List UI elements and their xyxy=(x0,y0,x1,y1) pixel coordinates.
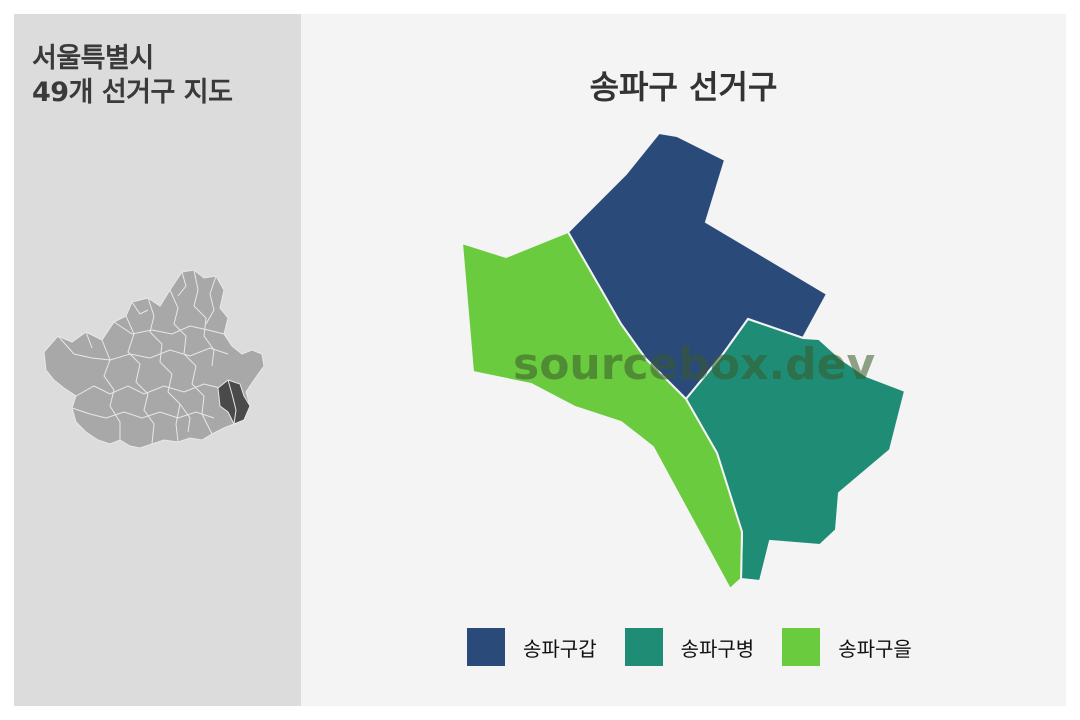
legend-swatch-eul xyxy=(782,628,821,666)
legend-swatch-gap xyxy=(467,628,505,666)
overview-panel: 서울특별시 49개 선거구 지도 xyxy=(14,14,301,706)
seoul-gu-borders xyxy=(57,269,229,445)
page-title: 송파구 선거구 xyxy=(589,68,778,106)
district-eul-region[interactable] xyxy=(460,230,744,591)
songpa-district-map xyxy=(460,131,907,591)
overview-title: 서울특별시 49개 선거구 지도 xyxy=(32,42,233,110)
seoul-outline xyxy=(43,269,265,449)
map-legend: 송파구갑 송파구병 송파구을 xyxy=(467,628,940,666)
legend-swatch-byeong xyxy=(624,628,663,666)
district-panel: 송파구 선거구 sourcebox.dev 송파구갑 송파구병 송파구을 xyxy=(301,14,1066,706)
legend-item-gap: 송파구갑 xyxy=(467,628,597,666)
overview-title-line2: 49개 선거구 지도 xyxy=(32,77,233,108)
seoul-mini-map xyxy=(43,269,265,449)
watermark: sourcebox.dev xyxy=(513,339,876,390)
seoul-area xyxy=(43,269,265,449)
legend-item-byeong: 송파구병 xyxy=(624,628,755,666)
legend-label-gap: 송파구갑 xyxy=(523,636,597,661)
legend-label-eul: 송파구을 xyxy=(838,636,912,661)
legend-label-byeong: 송파구병 xyxy=(680,636,755,661)
legend-item-eul: 송파구을 xyxy=(782,628,912,666)
overview-title-line1: 서울특별시 xyxy=(32,43,154,74)
